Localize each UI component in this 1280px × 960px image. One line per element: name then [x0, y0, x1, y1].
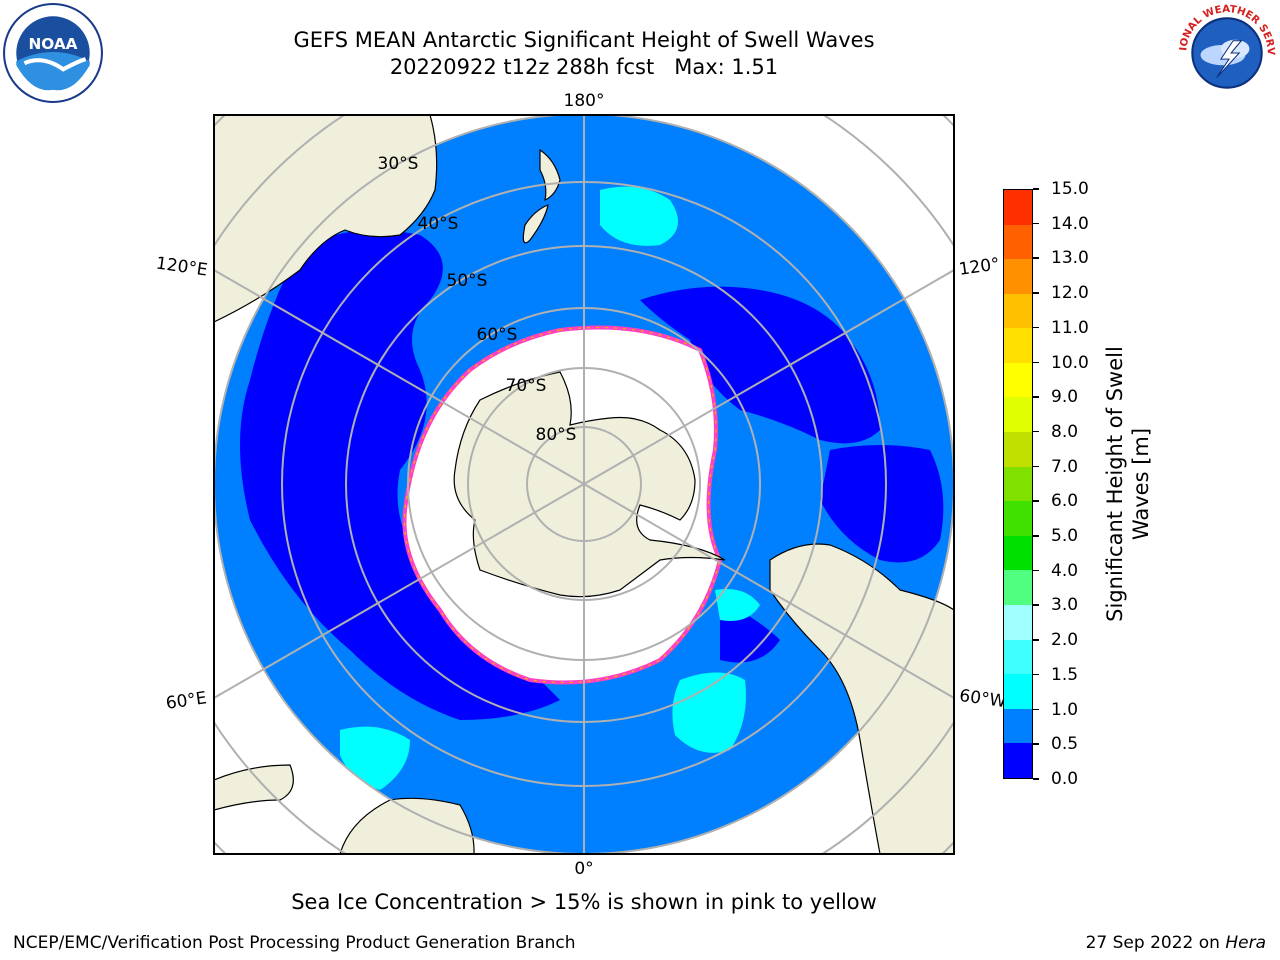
land-masses [214, 115, 954, 854]
footer-credit: NCEP/EMC/Verification Post Processing Pr… [13, 933, 576, 953]
footer-machine: Hera [1225, 933, 1266, 953]
colorbar-tick-label: 0.0 [1051, 769, 1079, 789]
colorbar-tick-label: 0.5 [1051, 734, 1079, 755]
colorbar-tick-label: 8.0 [1051, 421, 1079, 442]
colorbar-tick-label: 9.0 [1051, 387, 1079, 408]
colorbar-segment-1 [1004, 708, 1032, 744]
colorbar-tick-label: 1.0 [1051, 699, 1079, 720]
lat-label-30s: 30°S [378, 154, 419, 174]
colorbar-label: Significant Height of Swell Waves [m] [1103, 346, 1153, 622]
colorbar-ticks: 0.0 0.5 1.0 1.5 2.0 3.0 4.0 5.0 6.0 7.0 8.0 9.0 10.0… [1033, 180, 1113, 788]
title-line-2: 20220922 t12z 288h fcst Max: 1.51 [389, 55, 779, 79]
lat-label-60s: 60°S [477, 325, 518, 345]
lon-label-120w: 120° [958, 254, 1001, 280]
colorbar-segment-13 [1004, 293, 1032, 329]
colorbar-segment-7 [1004, 501, 1032, 536]
higher-swell-regions [340, 186, 760, 790]
colorbar-segment-2 [1004, 674, 1032, 709]
colorbar-segment-8 [1004, 466, 1032, 502]
colorbar-tick-label: 10.0 [1051, 352, 1089, 373]
colorbar-tick-label: 7.0 [1051, 456, 1079, 477]
colorbar-tick-label: 4.0 [1051, 560, 1079, 581]
colorbar-tick-label: 11.0 [1051, 317, 1089, 338]
nws-logo-icon: NATIONAL WEATHER SERVICE [1176, 2, 1276, 102]
title-line-1: GEFS MEAN Antarctic Significant Height o… [293, 28, 875, 52]
lat-label-40s: 40°S [418, 214, 459, 234]
colorbar-segment-14 [1004, 259, 1032, 294]
colorbar-segment-0 [1004, 743, 1032, 778]
lon-label-60w: 60°W [958, 686, 1007, 712]
colorbar-segment-4 [1004, 605, 1032, 640]
lat-label-50s: 50°S [447, 271, 488, 291]
colorbar-segment-10 [1004, 397, 1032, 433]
lat-label-70s: 70°S [506, 376, 547, 396]
colorbar [1003, 189, 1033, 779]
footer-date: 27 Sep 2022 on Hera [1086, 933, 1266, 953]
colorbar-tick-label: 14.0 [1051, 213, 1089, 234]
colorbar-segment-6 [1004, 535, 1032, 571]
colorbar-segment-3 [1004, 639, 1032, 675]
lon-label-0: 0° [574, 859, 593, 879]
colorbar-tick-label: 1.5 [1051, 664, 1079, 685]
colorbar-tick-label: 2.0 [1051, 630, 1079, 651]
colorbar-tick-label: 12.0 [1051, 283, 1089, 304]
colorbar-segment-12 [1004, 328, 1032, 363]
colorbar-tick-label: 5.0 [1051, 526, 1079, 547]
antarctica [453, 371, 726, 598]
lat-label-80s: 80°S [536, 425, 577, 445]
sea-ice-note: Sea Ice Concentration > 15% is shown in … [291, 890, 877, 914]
lon-label-60e: 60°E [165, 688, 208, 713]
colorbar-segment-16 [1004, 189, 1032, 225]
colorbar-tick-label: 6.0 [1051, 491, 1079, 512]
map-frame [213, 114, 955, 855]
longitude-lines [214, 115, 954, 854]
colorbar-tick-label: 3.0 [1051, 595, 1079, 616]
lon-label-120e: 120°E [155, 254, 209, 281]
colorbar-tick-label: 15.0 [1051, 179, 1089, 199]
noaa-logo-text: NOAA [28, 35, 77, 53]
colorbar-tick-label: 13.0 [1051, 248, 1089, 269]
colorbar-segment-5 [1004, 570, 1032, 606]
footer-date-text: 27 Sep 2022 on [1085, 933, 1226, 953]
colorbar-segment-9 [1004, 432, 1032, 467]
noaa-logo-icon: NOAA [3, 3, 103, 103]
colorbar-segment-11 [1004, 362, 1032, 398]
lon-label-180: 180° [564, 91, 605, 111]
colorbar-segment-15 [1004, 224, 1032, 260]
